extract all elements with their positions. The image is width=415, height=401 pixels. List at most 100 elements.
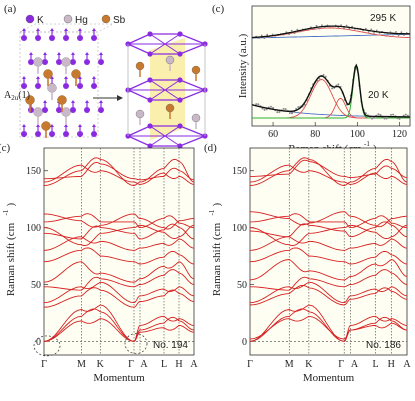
data-point-20k	[322, 74, 325, 76]
data-point-20k	[402, 114, 405, 117]
legend-label-hg: Hg	[75, 15, 88, 26]
phonon-branch	[250, 269, 408, 291]
data-point-295k	[290, 29, 293, 32]
x-tick-label: 120	[392, 129, 407, 140]
hg-atom	[33, 57, 43, 67]
arrow-head	[22, 124, 26, 127]
k-layer-bottom-bond	[149, 125, 181, 147]
data-point-20k	[318, 77, 321, 80]
phonon-branch	[43, 308, 195, 342]
hg-atom	[191, 113, 201, 123]
data-point-20k	[257, 103, 260, 106]
legend-label-sb: Sb	[113, 15, 126, 26]
arrow-head	[71, 100, 75, 103]
symmetry-plane	[150, 38, 185, 140]
panel-a-label: (a)	[4, 3, 17, 15]
hg-atom	[61, 57, 71, 67]
y-axis-label-group: Raman shift (cm -1)	[208, 203, 223, 297]
k-atom	[21, 131, 27, 137]
data-point-20k	[272, 106, 275, 109]
k-atom	[35, 83, 41, 89]
phonon-branch	[249, 304, 408, 342]
k-point-label: K	[305, 359, 313, 370]
data-point-295k	[288, 33, 290, 36]
x-tick-label: 60	[268, 129, 278, 140]
k-point-label: H	[388, 359, 395, 370]
arrow-head	[85, 100, 89, 103]
k-atom	[70, 59, 76, 65]
arrow-head	[78, 124, 82, 127]
sb-atom	[57, 95, 67, 105]
arrow-head	[78, 28, 82, 31]
data-point-295k	[392, 33, 394, 36]
data-point-20k	[337, 83, 340, 86]
k-atom	[28, 59, 34, 65]
phonon-branch	[249, 221, 408, 238]
panel-c-label: (c)	[0, 142, 11, 154]
data-point-295k	[397, 34, 400, 37]
k-point-label: A	[351, 359, 359, 370]
k-atom	[147, 97, 153, 103]
k-atom	[147, 123, 153, 129]
phonon-branch	[44, 269, 195, 291]
data-point-20k	[373, 116, 376, 119]
phonon-branch	[43, 287, 195, 308]
data-point-295k	[323, 26, 326, 29]
dispersion-frame	[249, 147, 408, 356]
y-axis-label-end: )	[211, 203, 223, 207]
dispersion-frame	[43, 147, 195, 356]
crystal-structure-right	[125, 31, 208, 149]
y-tick-label: 50	[237, 280, 247, 291]
unit-cell-box	[19, 31, 99, 138]
data-point-295k	[375, 29, 378, 32]
data-point-20k	[392, 113, 395, 116]
arrow-head	[50, 28, 54, 31]
y-tick-label: 100	[232, 223, 247, 234]
k-atom	[177, 51, 183, 57]
y-tick-label: 150	[26, 166, 41, 177]
k-layer-mid-bond	[149, 79, 181, 101]
y-axis-label-sup: -1	[2, 209, 10, 215]
crystal-structure-left	[19, 23, 114, 138]
data-point-20k	[255, 103, 258, 106]
arrow-head	[29, 52, 33, 55]
y-axis-label: Raman shift (cm	[5, 222, 17, 296]
k-atom	[147, 143, 153, 149]
k-point-label: A	[403, 359, 411, 370]
data-point-20k	[288, 112, 291, 114]
phonon-branch	[249, 308, 408, 342]
k-point-label: A	[190, 359, 198, 370]
atom-legend: K Hg Sb	[25, 14, 126, 26]
mode-label: A2u(1)	[4, 90, 30, 102]
arrow-head	[92, 76, 96, 79]
data-point-20k	[276, 111, 279, 114]
y-tick-label: 0	[242, 337, 247, 348]
arrow-head	[36, 76, 40, 79]
k-atom	[63, 83, 69, 89]
legend-label-k: K	[37, 15, 44, 26]
transform-arrow	[93, 95, 123, 101]
sb-atom	[165, 103, 175, 113]
sb-atom	[71, 69, 81, 79]
sb-atom	[135, 61, 145, 71]
y-tick-label: 150	[232, 166, 247, 177]
hg-atom	[61, 107, 71, 117]
k-point-label: K	[97, 359, 105, 370]
k-atom	[21, 35, 27, 41]
data-point-20k	[390, 113, 392, 116]
k-atom	[147, 51, 153, 57]
k-atom	[49, 131, 55, 137]
data-point-295k	[343, 27, 345, 30]
data-point-295k	[293, 32, 296, 35]
phonon-branch	[250, 159, 408, 179]
hg-atom	[47, 83, 57, 93]
y-axis-label: Intensity (a.u.)	[237, 33, 249, 98]
k-point-label: L	[161, 359, 167, 370]
phonon-branch	[43, 164, 195, 185]
data-point-20k	[291, 112, 293, 115]
k-point-label: M	[285, 359, 294, 370]
total-fit-20k	[251, 63, 410, 118]
sb-atom	[191, 65, 201, 75]
data-point-295k	[373, 32, 375, 34]
